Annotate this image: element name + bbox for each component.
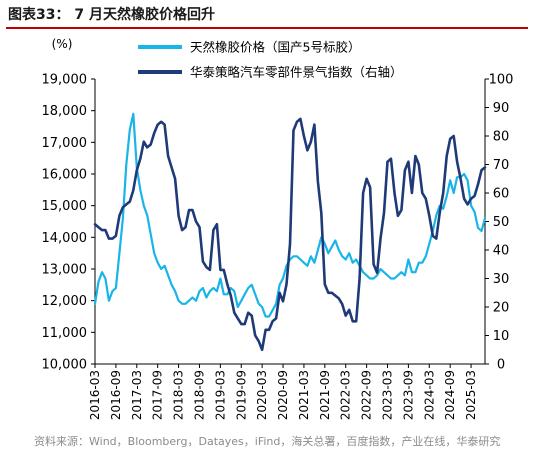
left-y-tick-label: 14,000 [42,231,88,246]
axes: 10,000 11,000 12,000 13,000 14,000 15,000 16,0… [42,37,514,420]
right-y-tick-label: 100 [489,73,514,88]
left-y-tick-label: 18,000 [42,104,88,119]
left-y-tick-label: 16,000 [42,168,88,183]
right-y-tick-label: 80 [493,130,510,145]
x-tick-label: 2018-03 [172,370,186,420]
right-y-tick-label: 10 [493,329,510,344]
series-line-auto-parts-index [93,117,487,352]
x-tick-label: 2016-03 [88,370,102,420]
x-tick-label: 2019-03 [213,370,227,420]
right-y-tick-label: 90 [493,101,510,116]
x-tick-label: 2024-03 [422,370,436,420]
left-y-tick-label: 13,000 [42,263,88,278]
x-tick-label: 2023-03 [381,370,395,420]
figure-title: 图表33： 7 月天然橡胶价格回升 [8,7,215,23]
legend-label-rubber-price: 天然橡胶价格（国产5号标胶） [190,40,360,55]
left-y-tick-label: 12,000 [42,294,88,309]
legend: 天然橡胶价格（国产5号标胶） 华泰策略汽车零部件景气指数（右轴） [138,40,403,80]
title-divider [6,27,528,29]
x-tick-label: 2018-09 [192,370,206,420]
left-y-tick-label: 11,000 [42,326,88,341]
x-tick-label: 2024-09 [443,370,457,420]
right-y-tick-label: 60 [493,187,510,202]
left-y-tick-label: 10,000 [42,358,88,373]
x-tick-label: 2025-03 [464,370,478,420]
x-tick-label: 2017-03 [130,370,144,420]
x-tick-label: 2017-09 [151,370,165,420]
x-tick-label: 2020-03 [255,370,269,420]
left-y-tick-label: 15,000 [42,199,88,214]
x-tick-label: 2023-09 [401,370,415,420]
x-tick-label: 2016-09 [109,370,123,420]
x-tick-label: 2020-09 [276,370,290,420]
legend-label-auto-parts-index: 华泰策略汽车零部件景气指数（右轴） [190,65,403,80]
y-axis-label: (%) [52,37,73,51]
x-tick-label: 2019-09 [234,370,248,420]
series-line-rubber-price [93,112,487,318]
right-y-tick-label: 50 [493,215,510,230]
x-tick-label: 2021-09 [318,370,332,420]
right-y-tick-label: 20 [493,301,510,316]
right-y-tick-label: 0 [497,358,505,373]
left-y-tick-label: 19,000 [42,73,88,88]
left-y-tick-label: 17,000 [42,136,88,151]
right-y-tick-label: 30 [493,272,510,287]
x-tick-label: 2021-03 [297,370,311,420]
x-tick-label: 2022-09 [360,370,374,420]
source-note: 资料来源：Wind，Bloomberg，Datayes，iFind，海关总署，百… [34,435,501,448]
series-layer [93,112,487,352]
right-y-tick-label: 70 [493,158,510,173]
right-y-tick-label: 40 [493,244,510,259]
x-tick-label: 2022-03 [339,370,353,420]
